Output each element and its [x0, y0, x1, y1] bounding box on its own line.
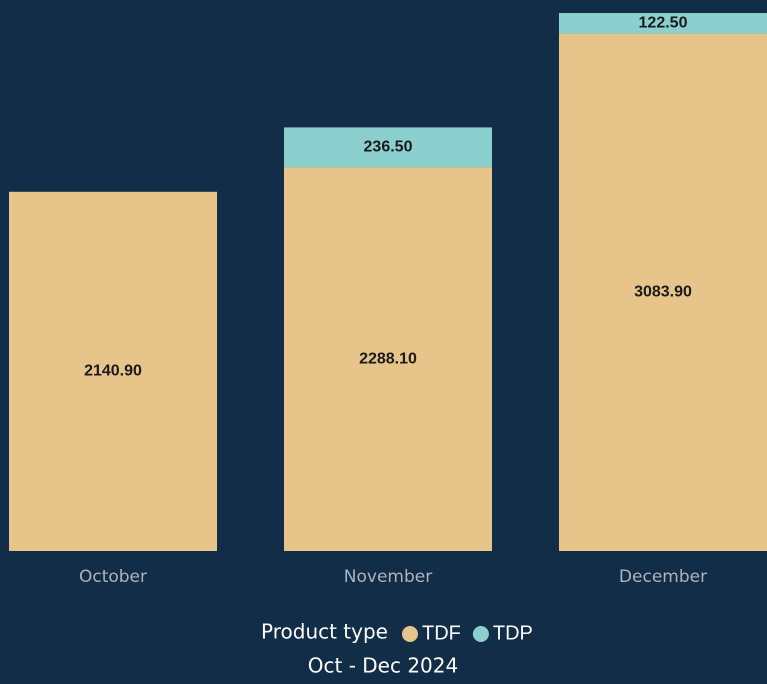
bar-segment [284, 127, 492, 168]
data-label: 3083.90 [634, 283, 692, 300]
legend-title: Product type [261, 620, 388, 644]
bar-segment [559, 13, 767, 34]
legend-label: TDP [493, 622, 533, 644]
x-tick-label: October [79, 567, 147, 587]
legend-label: TDF [422, 622, 461, 644]
data-label: 2140.90 [84, 363, 142, 380]
legend-marker [472, 626, 489, 642]
x-tick-label: November [344, 567, 432, 587]
legend-marker [402, 626, 418, 642]
bar-segment [284, 167, 492, 551]
x-tick-label: December [619, 567, 707, 587]
data-label: 122.50 [639, 14, 688, 31]
subtitle: Oct - Dec 2024 [308, 654, 458, 678]
bar-segment [9, 191, 217, 551]
data-label: 236.50 [364, 138, 413, 155]
data-label: 2288.10 [359, 350, 417, 367]
bar-segment [559, 33, 767, 552]
